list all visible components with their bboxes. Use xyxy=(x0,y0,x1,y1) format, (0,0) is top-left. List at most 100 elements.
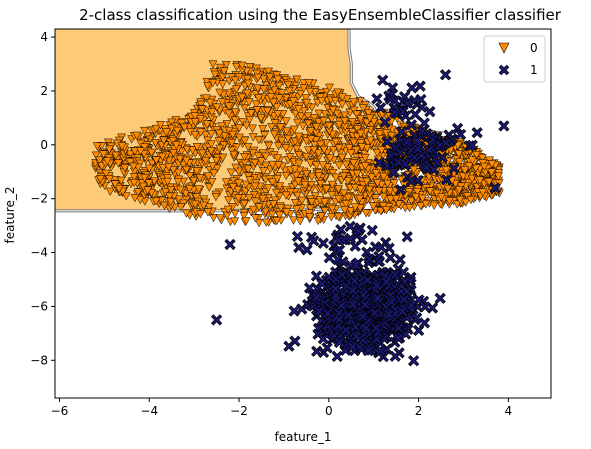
class-0-point xyxy=(179,177,189,187)
class-1-point xyxy=(397,106,409,118)
class-0-point xyxy=(203,82,213,91)
class-1-point xyxy=(466,139,478,151)
class-1-point xyxy=(366,224,378,236)
x-axis-label: feature_1 xyxy=(275,430,332,444)
class-1-point xyxy=(401,136,413,148)
class-0-point xyxy=(230,108,240,117)
class-1-point xyxy=(397,266,410,278)
class-0-point xyxy=(181,189,191,199)
class-0-point xyxy=(334,212,343,222)
class-0-point xyxy=(175,185,185,195)
class-0-point xyxy=(250,214,260,223)
class-0-point xyxy=(385,187,395,196)
class-0-point xyxy=(353,125,363,134)
class-1-point xyxy=(370,322,382,334)
class-0-point xyxy=(133,188,143,197)
class-0-point xyxy=(281,117,291,126)
class-0-point xyxy=(111,151,121,161)
class-0-point xyxy=(263,184,273,193)
class-0-point xyxy=(293,191,302,201)
class-1-point xyxy=(392,322,405,334)
class-1-point xyxy=(381,136,393,148)
class-0-point xyxy=(245,63,255,72)
class-0-point xyxy=(295,217,305,226)
class-0-point xyxy=(328,169,338,178)
class-1-point xyxy=(415,93,427,106)
class-0-point xyxy=(294,105,304,114)
x-tick-label: −4 xyxy=(140,404,158,418)
class-0-point xyxy=(204,203,214,212)
class-1-point xyxy=(293,241,305,254)
chart-title: 2-class classification using the EasyEns… xyxy=(79,6,562,24)
class-0-point xyxy=(125,158,135,167)
class-1-point xyxy=(359,299,371,311)
class-0-point xyxy=(261,207,271,217)
class-0-point xyxy=(346,149,356,158)
x-axis: −6 −4 −2 0 2 4 xyxy=(51,398,512,418)
class-1-point xyxy=(395,184,407,196)
class-0-point xyxy=(316,140,326,150)
class-0-point xyxy=(253,84,263,93)
class-0-point xyxy=(356,185,365,194)
class-0-point xyxy=(405,203,415,213)
class-1-point xyxy=(414,80,426,92)
class-0-point xyxy=(239,212,249,221)
class-0-point xyxy=(242,89,252,98)
class-0-point xyxy=(244,98,254,107)
class-1-point xyxy=(408,151,421,163)
class-1-point xyxy=(420,161,433,174)
class-0-point xyxy=(230,209,240,219)
class-1-point xyxy=(387,167,399,179)
class-0-point xyxy=(360,149,370,159)
class-1-point xyxy=(357,310,369,323)
class-0-point xyxy=(251,100,261,109)
class-0-point xyxy=(292,205,302,214)
class-0-point xyxy=(314,172,324,181)
class-0-point xyxy=(254,94,264,103)
class-0-point xyxy=(196,210,205,219)
class-1-point xyxy=(385,296,398,308)
y-tick-label: 4 xyxy=(40,30,48,44)
class-1-point xyxy=(357,289,369,301)
legend-label-1: 1 xyxy=(530,63,538,77)
y-axis: −8 −6 −4 −2 0 2 4 xyxy=(30,30,55,367)
class-0-point xyxy=(230,217,240,226)
class-0-point xyxy=(326,213,336,222)
class-0-point xyxy=(120,164,130,173)
class-1-point xyxy=(380,276,393,288)
class-0-point xyxy=(276,203,286,213)
class-1-point xyxy=(394,147,406,159)
class-1-point xyxy=(291,230,304,243)
class-0-point xyxy=(291,171,301,181)
class-1-point xyxy=(408,355,420,367)
class-1-point xyxy=(431,156,443,168)
class-0-point xyxy=(202,94,211,103)
class-0-point xyxy=(203,208,213,217)
class-0-point xyxy=(454,150,464,159)
class-0-point xyxy=(147,148,157,158)
class-1-point xyxy=(340,324,352,336)
class-1-point xyxy=(389,269,401,281)
class-0-point xyxy=(333,88,343,97)
class-1-point xyxy=(454,128,467,141)
class-1-point xyxy=(373,255,386,267)
class-0-point xyxy=(455,158,465,167)
class-0-point xyxy=(358,104,368,113)
x-tick-label: 0 xyxy=(325,404,333,418)
class-0-point xyxy=(316,180,326,189)
class-0-point xyxy=(275,182,285,191)
y-axis-label: feature_2 xyxy=(3,187,17,244)
class-0-point xyxy=(325,83,334,93)
class-0-point xyxy=(285,153,295,162)
class-1-point xyxy=(362,345,374,357)
class-1-point xyxy=(369,307,381,319)
class-1-point xyxy=(424,106,436,118)
class-0-point xyxy=(368,202,378,211)
class-1-point xyxy=(389,95,401,107)
class-0-point xyxy=(189,176,199,186)
class-0-point xyxy=(309,146,319,155)
plot-area xyxy=(54,28,552,399)
class-1-point xyxy=(434,292,446,304)
class-0-point xyxy=(173,168,183,178)
class-1-point xyxy=(401,285,413,298)
